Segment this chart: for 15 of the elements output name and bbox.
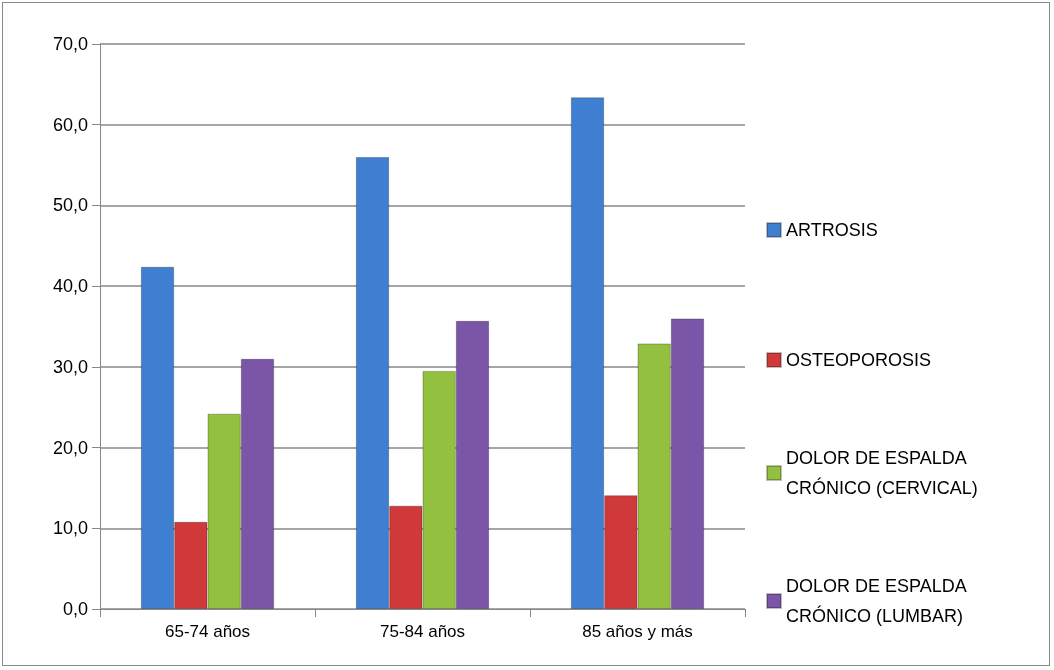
y-tick-label: 60,0 — [52, 114, 88, 135]
legend-label: DOLOR DE ESPALDA CRÓNICO (LUMBAR) — [786, 576, 971, 626]
y-tick-label: 20,0 — [52, 437, 88, 458]
legend-label: OSTEOPOROSIS — [786, 350, 932, 370]
x-tick-label: 65-74 años — [164, 622, 251, 641]
legend-label: DOLOR DE ESPALDA CRÓNICO (CERVICAL) — [786, 448, 978, 498]
y-tick-label: 30,0 — [52, 356, 88, 377]
y-tick-label: 10,0 — [52, 518, 88, 539]
x-tick-label: 75-84 años — [379, 622, 466, 641]
y-tick-label: 0,0 — [62, 599, 88, 619]
legend-label: ARTROSIS — [786, 220, 878, 240]
x-tick-label: 85 años y más — [582, 622, 693, 641]
y-tick-label: 70,0 — [52, 34, 88, 54]
y-tick-label: 40,0 — [52, 276, 88, 297]
y-tick-label: 50,0 — [52, 195, 88, 216]
